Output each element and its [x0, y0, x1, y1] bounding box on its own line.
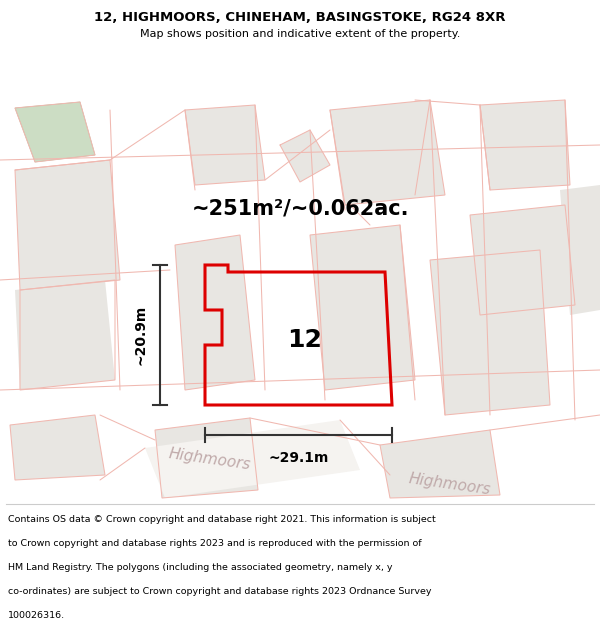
Polygon shape [480, 100, 570, 190]
Text: 12: 12 [287, 328, 322, 352]
Polygon shape [280, 130, 330, 182]
Text: ~29.1m: ~29.1m [268, 451, 329, 465]
Polygon shape [430, 250, 550, 415]
Polygon shape [175, 235, 255, 390]
Text: Contains OS data © Crown copyright and database right 2021. This information is : Contains OS data © Crown copyright and d… [8, 515, 436, 524]
Polygon shape [155, 418, 258, 498]
Polygon shape [470, 205, 575, 315]
Polygon shape [145, 420, 360, 498]
Polygon shape [10, 415, 105, 480]
Polygon shape [15, 280, 115, 390]
Polygon shape [185, 105, 265, 185]
Text: Highmoors: Highmoors [168, 447, 252, 473]
Text: 12, HIGHMOORS, CHINEHAM, BASINGSTOKE, RG24 8XR: 12, HIGHMOORS, CHINEHAM, BASINGSTOKE, RG… [94, 11, 506, 24]
Text: Map shows position and indicative extent of the property.: Map shows position and indicative extent… [140, 29, 460, 39]
Text: ~251m²/~0.062ac.: ~251m²/~0.062ac. [191, 198, 409, 218]
Polygon shape [15, 160, 120, 290]
Text: to Crown copyright and database rights 2023 and is reproduced with the permissio: to Crown copyright and database rights 2… [8, 539, 421, 548]
Polygon shape [560, 185, 600, 315]
Polygon shape [15, 102, 95, 162]
Text: 100026316.: 100026316. [8, 611, 65, 619]
Text: HM Land Registry. The polygons (including the associated geometry, namely x, y: HM Land Registry. The polygons (includin… [8, 562, 392, 572]
Text: co-ordinates) are subject to Crown copyright and database rights 2023 Ordnance S: co-ordinates) are subject to Crown copyr… [8, 587, 431, 596]
Text: Highmoors: Highmoors [408, 472, 492, 498]
Polygon shape [380, 430, 500, 498]
Polygon shape [310, 225, 415, 390]
Polygon shape [330, 100, 445, 205]
Text: ~20.9m: ~20.9m [134, 305, 148, 365]
